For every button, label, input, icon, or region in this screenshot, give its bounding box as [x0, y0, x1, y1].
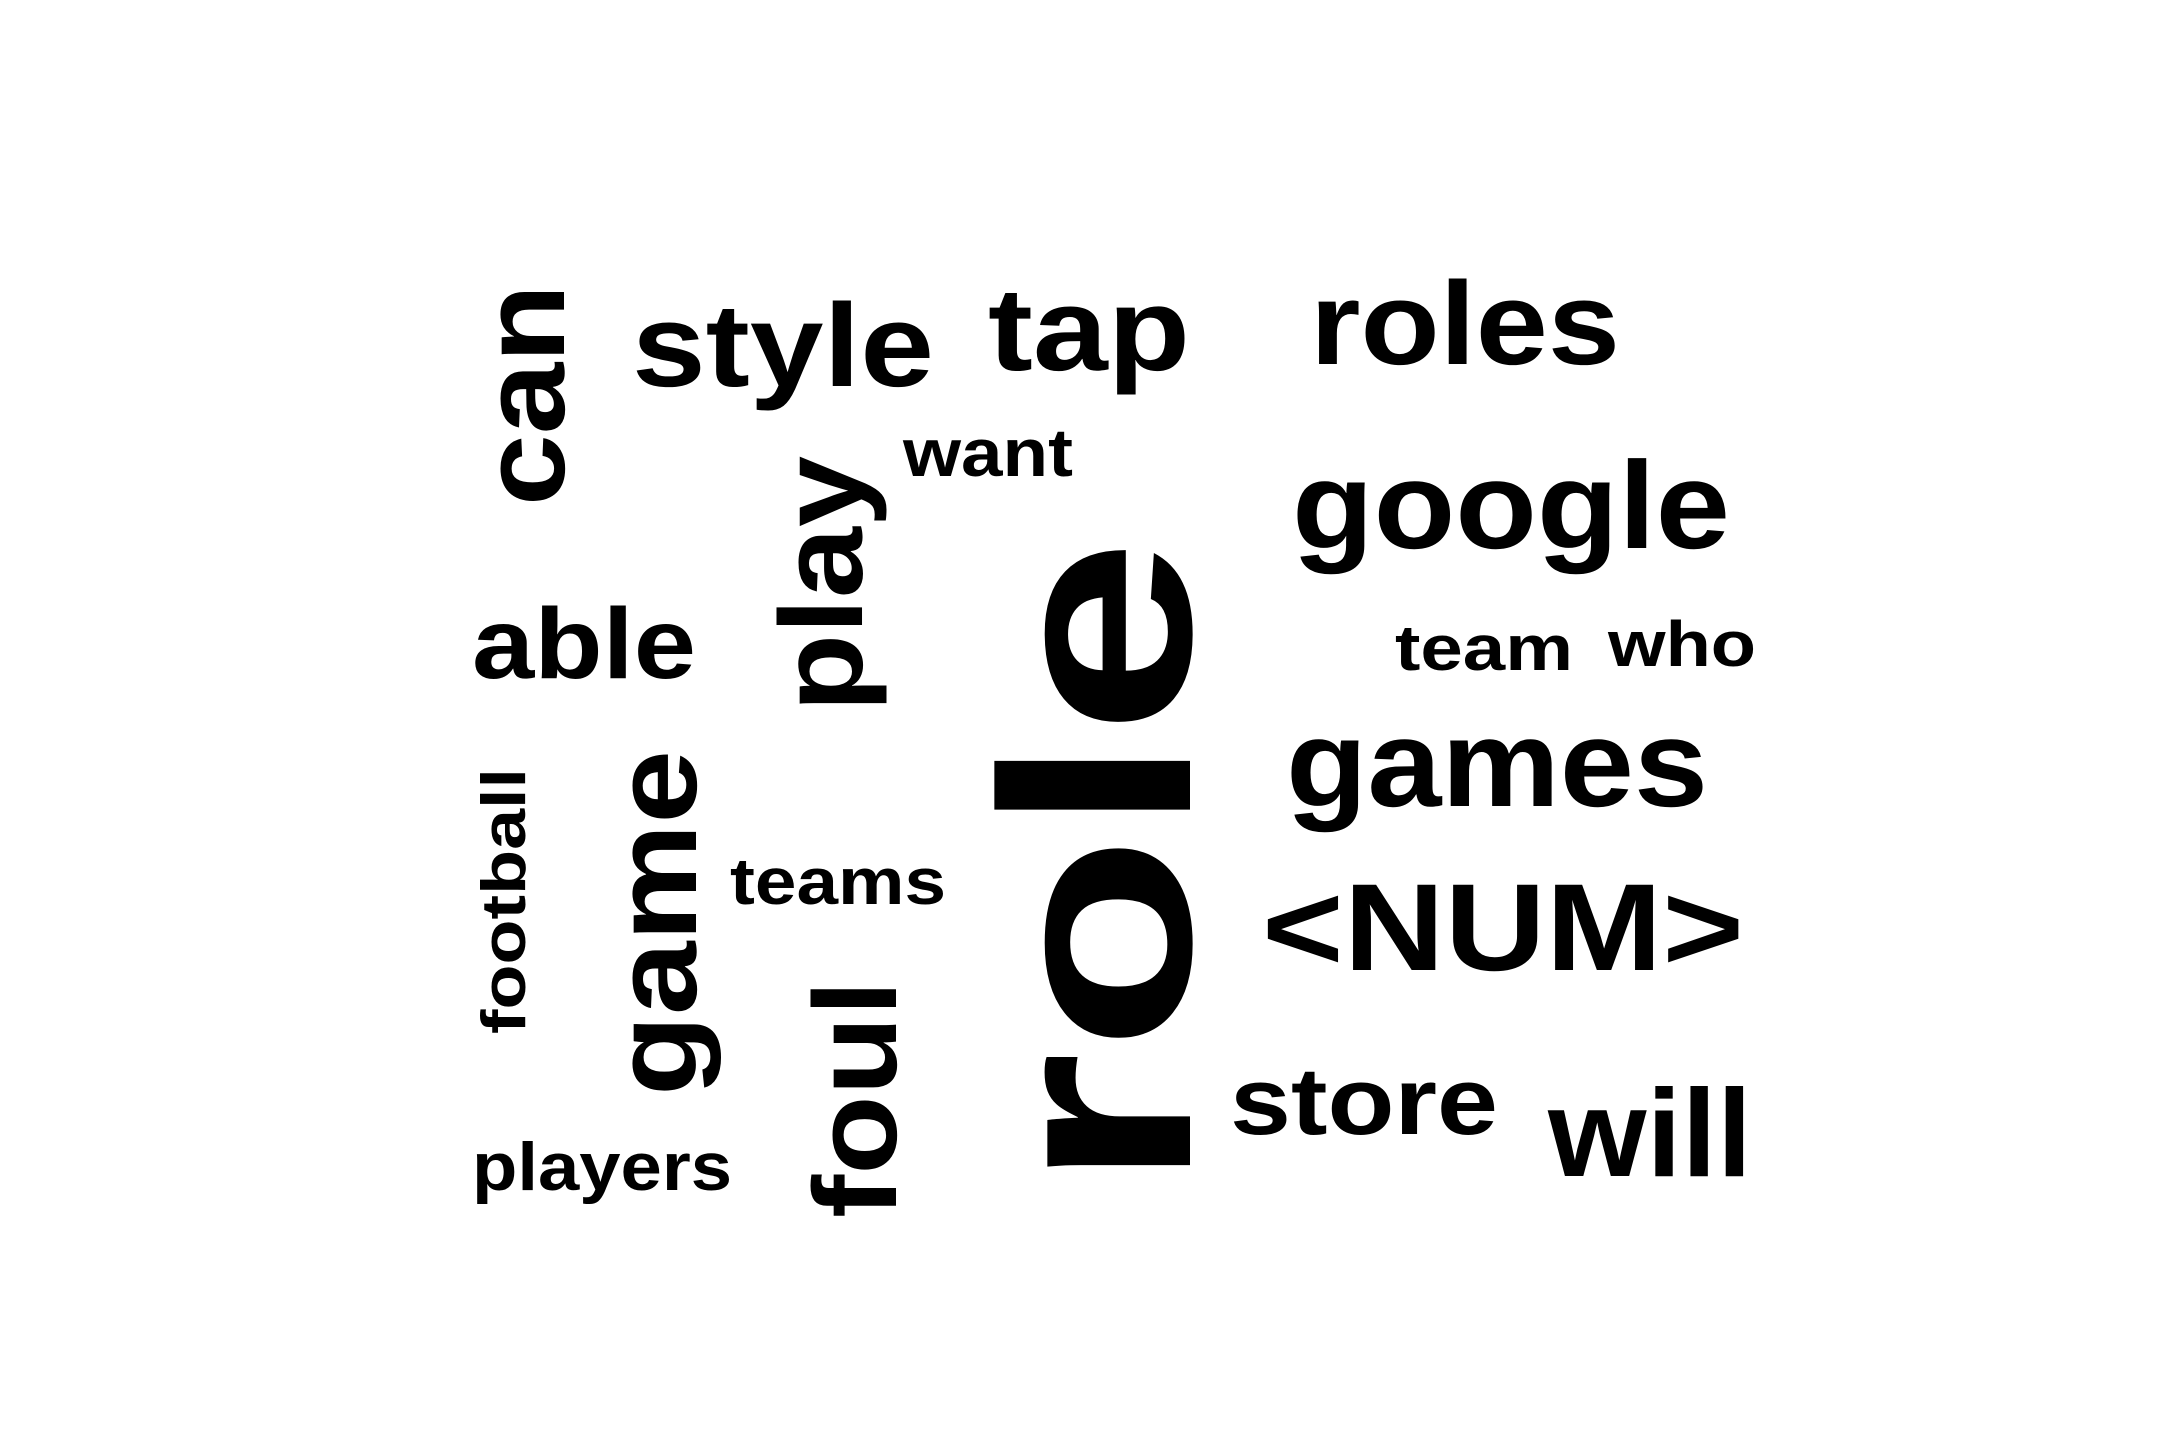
word-games: games: [1286, 695, 1708, 833]
word-play: play: [756, 456, 888, 712]
word-football: football: [470, 768, 539, 1034]
word-want: want: [902, 415, 1073, 491]
word-style: style: [632, 280, 934, 412]
word-players: players: [472, 1129, 732, 1205]
word-who: who: [1607, 608, 1756, 680]
word-tap: tap: [988, 264, 1190, 396]
word-store: store: [1230, 1048, 1498, 1155]
word-able: able: [472, 588, 696, 700]
word-foul: foul: [790, 980, 922, 1218]
word-will: will: [1547, 1065, 1752, 1203]
word-can: can: [458, 284, 590, 506]
word-num: <NUM>: [1262, 859, 1744, 997]
word-teams: teams: [730, 844, 946, 918]
word-role: role: [947, 538, 1248, 1190]
word-google: google: [1292, 437, 1730, 575]
word-team: team: [1395, 612, 1573, 684]
word-roles: roles: [1310, 258, 1620, 390]
word-game: game: [590, 750, 722, 1096]
